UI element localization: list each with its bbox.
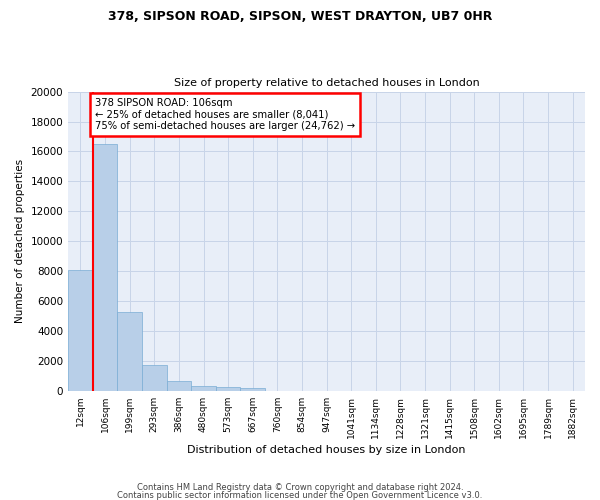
Bar <box>167 380 191 391</box>
Bar <box>118 312 142 391</box>
Text: Contains HM Land Registry data © Crown copyright and database right 2024.: Contains HM Land Registry data © Crown c… <box>137 484 463 492</box>
Text: 378, SIPSON ROAD, SIPSON, WEST DRAYTON, UB7 0HR: 378, SIPSON ROAD, SIPSON, WEST DRAYTON, … <box>108 10 492 23</box>
Text: Contains public sector information licensed under the Open Government Licence v3: Contains public sector information licen… <box>118 490 482 500</box>
Bar <box>241 388 265 391</box>
Title: Size of property relative to detached houses in London: Size of property relative to detached ho… <box>174 78 479 88</box>
Y-axis label: Number of detached properties: Number of detached properties <box>15 159 25 324</box>
Bar <box>68 270 93 391</box>
Bar <box>191 386 216 391</box>
Bar <box>142 365 167 391</box>
Bar <box>216 387 241 391</box>
X-axis label: Distribution of detached houses by size in London: Distribution of detached houses by size … <box>187 445 466 455</box>
Text: 378 SIPSON ROAD: 106sqm
← 25% of detached houses are smaller (8,041)
75% of semi: 378 SIPSON ROAD: 106sqm ← 25% of detache… <box>95 98 355 130</box>
Bar <box>93 144 118 391</box>
